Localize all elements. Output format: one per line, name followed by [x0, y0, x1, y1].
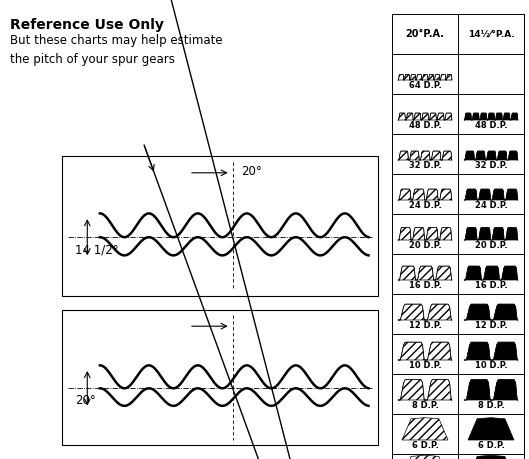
Polygon shape	[468, 455, 514, 459]
Text: 20°: 20°	[75, 394, 95, 407]
Polygon shape	[464, 151, 518, 160]
Polygon shape	[464, 266, 518, 280]
Text: 14 1/2°: 14 1/2°	[75, 243, 118, 256]
Polygon shape	[398, 74, 452, 80]
Text: 64 D.P.: 64 D.P.	[408, 81, 441, 90]
Polygon shape	[398, 151, 452, 160]
Polygon shape	[464, 189, 518, 200]
Text: 10 D.P.: 10 D.P.	[475, 361, 507, 370]
Text: 12 D.P.: 12 D.P.	[408, 321, 441, 330]
Text: 24 D.P.: 24 D.P.	[408, 201, 441, 210]
Polygon shape	[464, 304, 518, 320]
Text: 14½⁄°P.A.: 14½⁄°P.A.	[468, 29, 514, 39]
Text: But these charts may help estimate
the pitch of your spur gears: But these charts may help estimate the p…	[10, 34, 223, 66]
Text: 32 D.P.: 32 D.P.	[475, 161, 507, 170]
Text: 24 D.P.: 24 D.P.	[475, 201, 507, 210]
Text: 16 D.P.: 16 D.P.	[408, 281, 441, 290]
Polygon shape	[398, 380, 452, 400]
Text: 20 D.P.: 20 D.P.	[409, 241, 441, 250]
Polygon shape	[464, 113, 518, 120]
Polygon shape	[468, 418, 514, 440]
Text: 16 D.P.: 16 D.P.	[475, 281, 507, 290]
Text: Reference Use Only: Reference Use Only	[10, 18, 164, 32]
Text: 20 D.P.: 20 D.P.	[475, 241, 507, 250]
Polygon shape	[398, 189, 452, 200]
Text: 8 D.P.: 8 D.P.	[478, 401, 504, 410]
Polygon shape	[402, 418, 448, 440]
Polygon shape	[398, 113, 452, 120]
Polygon shape	[402, 455, 448, 459]
Polygon shape	[398, 266, 452, 280]
Bar	[62, 156, 378, 296]
Polygon shape	[398, 342, 452, 360]
Polygon shape	[398, 304, 452, 320]
Bar	[62, 310, 378, 445]
Text: 12 D.P.: 12 D.P.	[475, 321, 507, 330]
Text: 20°P.A.: 20°P.A.	[406, 29, 444, 39]
Polygon shape	[464, 342, 518, 360]
Polygon shape	[398, 228, 452, 240]
Text: 32 D.P.: 32 D.P.	[409, 161, 441, 170]
Text: 8 D.P.: 8 D.P.	[412, 401, 439, 410]
Polygon shape	[464, 228, 518, 240]
Polygon shape	[464, 380, 518, 400]
Text: 6 D.P.: 6 D.P.	[412, 441, 439, 450]
Text: 10 D.P.: 10 D.P.	[409, 361, 441, 370]
Text: 20°: 20°	[241, 165, 261, 178]
Text: 48 D.P.: 48 D.P.	[475, 121, 507, 130]
Text: 48 D.P.: 48 D.P.	[409, 121, 441, 130]
Text: 6 D.P.: 6 D.P.	[478, 441, 505, 450]
